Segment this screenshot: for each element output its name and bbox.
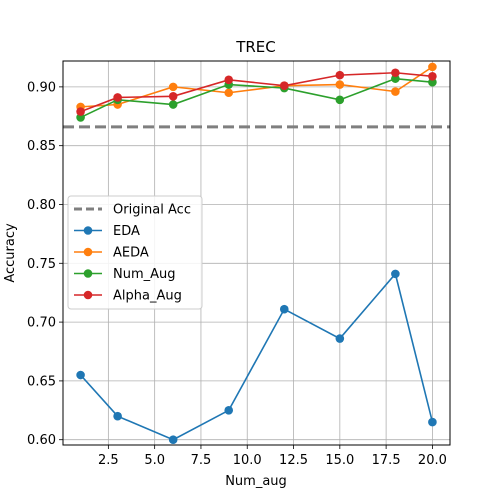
data-point-aeda (391, 87, 400, 96)
series-alpha-aug (76, 68, 437, 116)
data-point-eda (76, 370, 85, 380)
x-tick-label: 20.0 (418, 453, 447, 468)
plot-frame (62, 60, 451, 446)
series-line-eda (79, 272, 434, 441)
series-eda (76, 269, 437, 445)
x-tick-label: 7.5 (191, 453, 212, 468)
y-tick-label: 0.65 (27, 374, 56, 389)
data-point-eda (224, 406, 234, 415)
data-point-num-aug (335, 95, 345, 105)
x-tick-label: 15.0 (325, 453, 354, 468)
x-tick-label: 10.0 (233, 453, 262, 468)
data-point-alpha-aug (76, 107, 85, 116)
data-point-alpha-aug (224, 75, 234, 85)
legend-label-eda: EDA (113, 224, 140, 239)
data-point-aeda (224, 88, 234, 98)
x-tick-label: 5.0 (144, 453, 165, 468)
data-point-eda (168, 435, 178, 445)
legend-marker-aeda (83, 247, 93, 257)
y-axis-label: Accuracy (3, 223, 18, 283)
legend-marker-alpha-aug (83, 290, 93, 300)
series-line-num-aug (80, 77, 433, 119)
series-line-aeda (80, 66, 433, 108)
y-tick-label: 0.75 (27, 257, 56, 272)
data-point-aeda (428, 62, 437, 72)
data-point-eda (279, 304, 289, 314)
x-axis-label: Num_aug (225, 474, 287, 489)
data-point-num-aug (168, 100, 178, 109)
x-tick-label: 12.5 (279, 453, 308, 468)
data-point-aeda (335, 80, 345, 89)
data-point-alpha-aug (279, 81, 289, 90)
data-point-alpha-aug (335, 70, 345, 80)
legend-label-original-acc: Original Acc (113, 203, 191, 218)
series-line-alpha-aug (80, 71, 433, 113)
legend: Original Acc EDA AEDA Num_Aug Alpha_Aug (67, 195, 203, 310)
data-point-num-aug (428, 77, 437, 87)
x-tick-label: 17.5 (372, 453, 401, 468)
data-point-num-aug (391, 74, 400, 83)
y-tick-label: 0.60 (27, 433, 56, 448)
data-point-aeda (168, 82, 178, 92)
chart-title: TREC (235, 38, 276, 56)
data-point-eda (113, 411, 122, 421)
data-point-alpha-aug (168, 91, 178, 101)
y-tick-label: 0.70 (27, 316, 56, 331)
data-point-alpha-aug (391, 68, 400, 78)
legend-label-alpha-aug: Alpha_Aug (113, 289, 182, 304)
x-tick-label: 2.5 (98, 453, 119, 468)
data-point-eda (335, 334, 345, 343)
legend-marker-eda (83, 226, 93, 235)
data-point-eda (428, 417, 437, 427)
data-point-alpha-aug (428, 71, 437, 81)
data-point-eda (391, 269, 400, 279)
y-tick-label: 0.85 (27, 139, 56, 154)
legend-marker-num-aug (83, 269, 93, 278)
series-layer (76, 62, 437, 445)
legend-label-num-aug: Num_Aug (113, 267, 176, 282)
data-point-num-aug (76, 113, 85, 122)
legend-label-aeda: AEDA (113, 246, 149, 261)
ticks: 2.5 5.0 7.5 10.0 12.5 15.0 17.5 20.0 0.60 0.65 0.7… (27, 80, 447, 468)
y-tick-label: 0.90 (27, 80, 56, 95)
legend-box (67, 195, 203, 310)
y-tick-label: 0.80 (27, 198, 56, 213)
data-point-alpha-aug (113, 93, 122, 102)
